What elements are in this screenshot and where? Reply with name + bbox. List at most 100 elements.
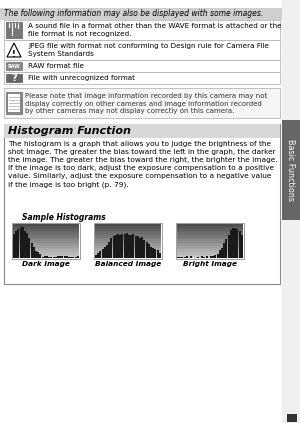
Bar [179,257,181,258]
Bar [203,257,206,258]
Bar [6,22,22,38]
Bar [148,244,150,258]
Bar [4,40,280,60]
Bar [57,256,59,258]
Bar [97,253,99,258]
Bar [4,124,280,284]
Text: Basic Functions: Basic Functions [286,139,296,201]
Bar [117,234,119,258]
Bar [13,241,79,243]
Bar [13,233,79,235]
Bar [64,256,66,258]
Bar [6,62,22,70]
Bar [95,255,97,258]
Bar [241,235,243,258]
Bar [95,255,161,257]
Bar [4,60,280,72]
Bar [206,256,208,258]
Bar [13,234,15,258]
Bar [95,239,161,242]
Bar [186,256,188,258]
Bar [110,238,112,258]
Bar [13,238,79,240]
Bar [234,228,236,258]
Bar [177,246,243,248]
Bar [152,248,154,258]
Bar [122,234,123,258]
Bar [95,231,161,233]
Bar [13,243,79,245]
Bar [232,228,234,258]
Bar [95,241,161,243]
Bar [61,256,63,258]
Bar [177,229,243,231]
Text: Please note that image information recorded by this camera may not
display corre: Please note that image information recor… [25,93,267,115]
Bar [132,233,134,258]
Bar [177,244,243,247]
Bar [177,234,243,236]
Bar [0,8,282,20]
Bar [95,224,161,226]
Text: A sound file in a format other than the WAVE format is attached or the
file form: A sound file in a format other than the … [28,23,282,37]
Bar [59,256,61,258]
Bar [13,250,79,252]
Text: RAW: RAW [8,63,20,69]
Text: Histogram Function: Histogram Function [8,126,131,136]
Bar [31,243,33,258]
Bar [197,257,199,258]
Bar [13,234,79,236]
Bar [210,256,212,258]
Bar [201,256,203,258]
Bar [4,20,280,40]
Bar [177,257,179,258]
Bar [94,223,162,259]
Bar [112,236,115,258]
Bar [177,243,243,245]
Bar [146,242,148,258]
Bar [52,257,55,258]
Text: ?: ? [11,73,17,83]
Bar [55,257,57,258]
Bar [13,229,79,231]
Bar [13,226,79,228]
Bar [182,257,183,258]
Bar [95,246,161,248]
Bar [108,242,110,258]
Bar [95,253,161,255]
Bar [135,236,137,258]
Bar [13,255,79,257]
Bar [46,256,48,258]
Bar [75,257,76,258]
Bar [126,233,128,258]
Bar [177,241,243,243]
Bar [177,233,243,235]
Bar [4,88,280,118]
Bar [177,226,243,228]
Bar [282,120,300,220]
Bar [177,248,243,250]
Bar [37,252,39,258]
Bar [177,256,243,258]
Bar [13,239,79,242]
Bar [15,231,17,258]
Bar [225,239,227,258]
Bar [141,237,143,258]
Bar [154,250,156,258]
Text: JPEG file with format not conforming to Design rule for Camera File
System Stand: JPEG file with format not conforming to … [28,43,269,57]
Bar [13,246,79,248]
Bar [115,236,117,258]
Text: !: ! [12,50,16,59]
Bar [177,224,243,226]
Bar [119,235,121,258]
Bar [177,255,243,257]
Bar [228,235,230,258]
Bar [102,249,103,258]
Bar [39,255,41,258]
Bar [184,257,186,258]
Bar [177,238,243,240]
Bar [33,247,35,258]
Bar [95,229,161,231]
Text: RAW format file: RAW format file [28,63,84,69]
Bar [143,240,146,258]
Bar [95,244,161,247]
